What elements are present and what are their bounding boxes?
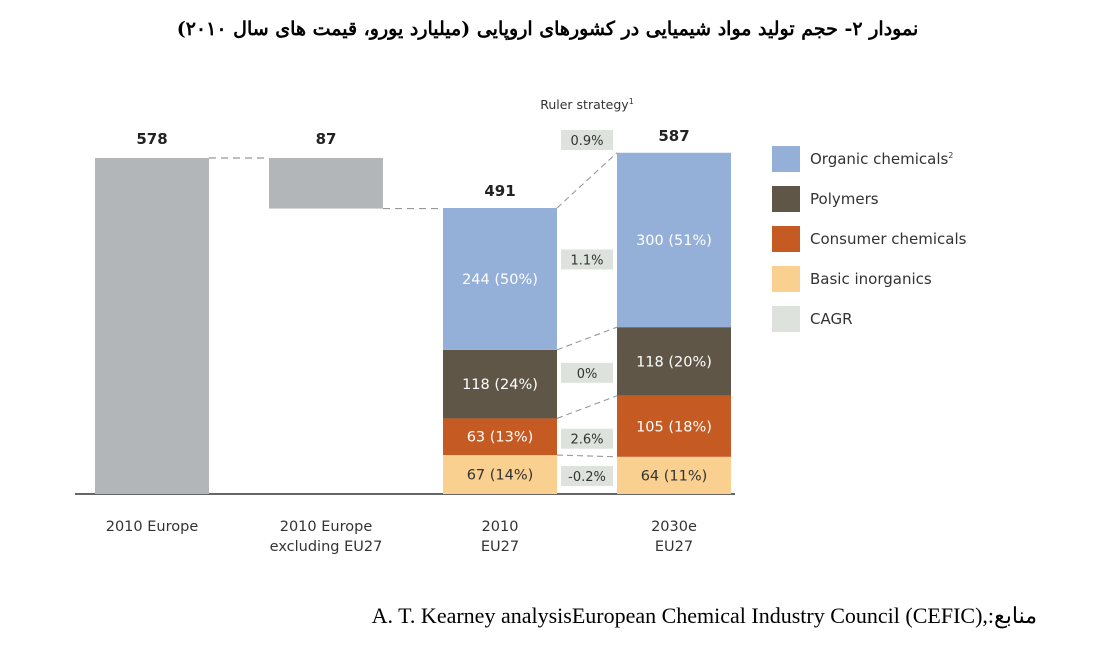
cagr-basic-inorganics-box [561, 466, 613, 486]
cagr-total-box [561, 130, 613, 150]
cagr-organic-chemicals-box [561, 249, 613, 270]
category-label-2010-europe: 2010 Europe [106, 519, 199, 535]
data-label-consumer-chemicals: 63 (13%) [467, 430, 534, 446]
legend-swatch-polymers [772, 186, 800, 212]
cagr-consumer-chemicals-box [561, 428, 613, 449]
cagr-trend-line [556, 395, 618, 419]
bar-segment-polymers [443, 349, 557, 419]
total-label-2030e-eu27: 587 [658, 127, 689, 145]
cagr-trend-line [556, 152, 618, 209]
cagr-basic-inorganics-label: -0.2% [568, 470, 606, 485]
category-label-2010-europe-excluding-eu27: 2010 Europe [280, 519, 373, 535]
source-label: منابع: [987, 603, 1037, 628]
legend-item-consumer-chemicals: Consumer chemicals [810, 230, 967, 248]
bar-excluding-eu27 [269, 158, 383, 209]
cagr-total-label: 0.9% [570, 134, 603, 149]
data-label-basic-inorganics: 64 (11%) [641, 468, 708, 484]
cagr-organic-chemicals-label: 1.1% [570, 253, 603, 268]
legend-swatch-cagr [772, 306, 800, 332]
data-label-organic-chemicals: 244 (50%) [462, 272, 538, 288]
category-label-2010-eu27: EU27 [481, 539, 519, 555]
legend-swatch-consumer-chemicals [772, 226, 800, 252]
category-label-2010-europe-excluding-eu27: excluding EU27 [270, 539, 383, 555]
legend-swatch-basic-inorganics [772, 266, 800, 292]
bar-segment-organic-chemicals [443, 207, 557, 350]
legend-swatch-organic-chemicals [772, 146, 800, 172]
data-label-consumer-chemicals: 105 (18%) [636, 419, 712, 435]
source-text: A. T. Kearney analysisEuropean Chemical … [371, 603, 988, 628]
cagr-polymers-box [561, 362, 613, 383]
chart-title: نمودار ۲- حجم تولید مواد شیمیایی در کشور… [176, 18, 919, 40]
bar-segment-organic-chemicals [617, 152, 731, 328]
cagr-consumer-chemicals-label: 2.6% [570, 433, 603, 448]
bar-segment-consumer-chemicals [617, 395, 731, 457]
data-label-basic-inorganics: 67 (14%) [467, 468, 534, 484]
category-label-2010-eu27: 2010 [482, 519, 519, 535]
bar-segment-consumer-chemicals [443, 418, 557, 456]
legend-item-polymers: Polymers [810, 190, 879, 208]
total-label-2010-europe: 578 [136, 130, 167, 148]
bar-2010-europe [95, 158, 209, 494]
cagr-polymers-label: 0% [577, 367, 598, 382]
legend-item-organic-chemicals: Organic chemicals2 [810, 150, 953, 168]
cagr-trend-line [556, 454, 618, 458]
legend-item-basic-inorganics: Basic inorganics [810, 270, 932, 288]
category-label-2030e-eu27: EU27 [655, 539, 693, 555]
legend-item-cagr: CAGR [810, 310, 853, 328]
bar-segment-basic-inorganics [443, 455, 557, 494]
data-label-organic-chemicals: 300 (51%) [636, 233, 712, 249]
bar-segment-basic-inorganics [617, 456, 731, 494]
bar-segment-polymers [617, 327, 731, 396]
total-label-2010-eu27: 491 [484, 182, 515, 200]
data-label-polymers: 118 (24%) [462, 377, 538, 393]
total-label-excluding-eu27: 87 [316, 130, 337, 148]
category-label-2030e-eu27: 2030e [651, 519, 697, 535]
cagr-trend-line [556, 326, 618, 351]
data-label-polymers: 118 (20%) [636, 354, 712, 370]
annotation-ruler-strategy: Ruler strategy1 [540, 97, 634, 112]
source-note: A. T. Kearney analysisEuropean Chemical … [372, 603, 1037, 629]
